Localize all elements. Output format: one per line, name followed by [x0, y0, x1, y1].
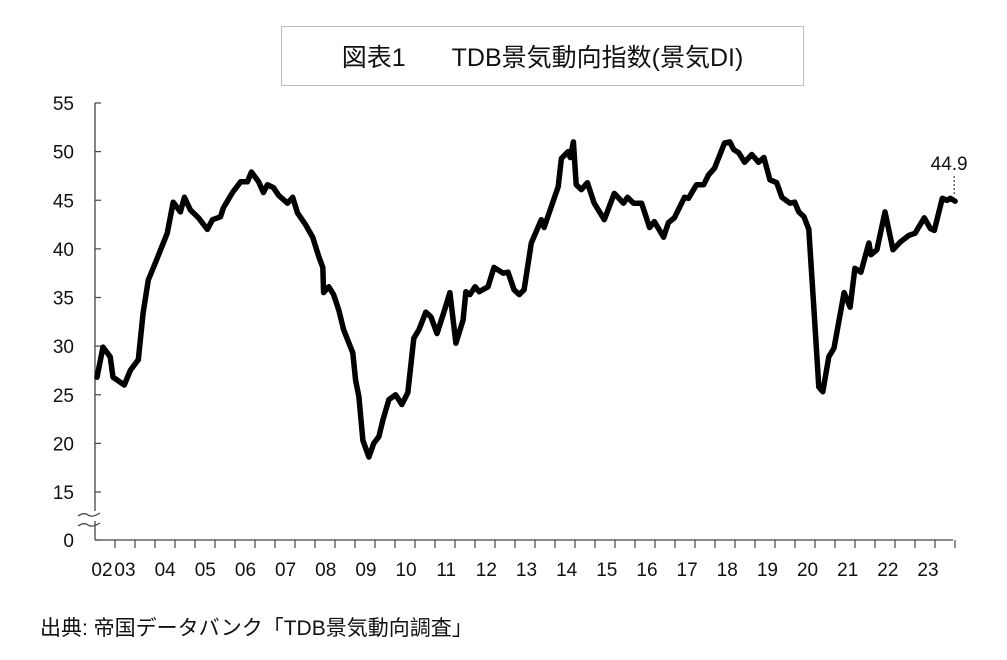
y-tick-label: 40: [53, 240, 74, 261]
y-tick-label: 50: [53, 143, 74, 164]
axis-break-mark: [77, 522, 101, 527]
series-line: [94, 139, 958, 460]
y-tick-label: 25: [53, 386, 74, 407]
source-note: 出典: 帝国データバンク「TDB景気動向調査」: [40, 617, 473, 640]
annotation-label: 44.9: [931, 154, 968, 175]
x-tick-label: 07: [275, 560, 296, 581]
x-tick-label: 04: [155, 560, 177, 581]
y-tick-label: 15: [53, 483, 74, 504]
x-tick-label: 22: [877, 560, 898, 581]
x-tick-label: 18: [717, 560, 738, 581]
x-tick-label: 03: [114, 560, 135, 581]
x-tick-label: 21: [837, 560, 858, 581]
x-tick-label: 11: [436, 560, 456, 581]
x-tick-label: 10: [395, 560, 416, 581]
x-tick-label: 14: [556, 560, 578, 581]
x-tick-label: 13: [516, 560, 537, 581]
y-tick-label: 30: [53, 337, 74, 358]
x-tick-label: 15: [596, 560, 617, 581]
y-tick-label: 20: [53, 434, 74, 455]
axis-break-mark: [77, 512, 101, 517]
x-tick-label: 12: [476, 560, 497, 581]
x-tick-label: 05: [195, 560, 216, 581]
chart-title-text: TDB景気動向指数(景気DI): [451, 44, 744, 72]
x-tick-label: 23: [917, 560, 938, 581]
x-tick-label: 09: [355, 560, 376, 581]
chart-title-prefix: 図表1: [341, 44, 406, 72]
x-tick-label: 06: [235, 560, 256, 581]
chart-title: 図表1 TDB景気動向指数(景気DI): [281, 26, 804, 86]
y-tick-label: 0: [63, 531, 74, 552]
x-tick-label: 08: [315, 560, 336, 581]
y-tick-label: 35: [53, 289, 74, 310]
y-tick-label: 55: [53, 94, 74, 115]
x-tick-label: 02: [91, 560, 112, 581]
x-tick-label: 20: [797, 560, 818, 581]
x-tick-label: 17: [677, 560, 698, 581]
y-tick-label: 45: [53, 191, 74, 212]
x-tick-label: 19: [757, 560, 778, 581]
x-tick-label: 16: [636, 560, 657, 581]
